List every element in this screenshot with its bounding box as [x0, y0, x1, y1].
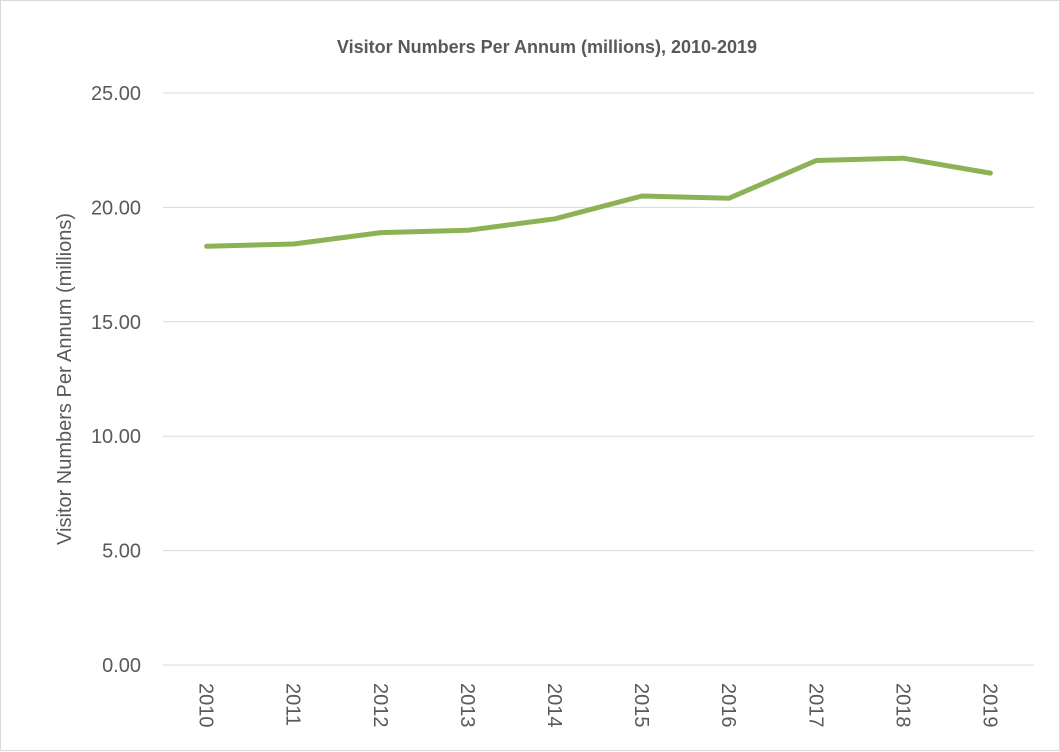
x-tick-label: 2010 — [195, 683, 217, 728]
x-axis-ticks: 2010 2011 2012 2013 2014 2015 2016 2017 2018 2019 — [195, 683, 1001, 728]
x-tick-label: 2011 — [282, 683, 304, 726]
x-tick-label: 2018 — [891, 683, 913, 728]
y-axis-title: Visitor Numbers Per Annum (millions) — [54, 213, 76, 545]
y-tick-label: 10.00 — [91, 426, 141, 448]
y-tick-label: 5.00 — [102, 541, 141, 563]
x-tick-label: 2017 — [804, 683, 826, 728]
y-tick-label: 0.00 — [102, 655, 141, 677]
y-tick-label: 20.00 — [91, 197, 141, 219]
x-tick-label: 2016 — [717, 683, 739, 728]
series-line — [204, 155, 993, 249]
x-tick-label: 2019 — [978, 683, 1000, 728]
y-tick-label: 15.00 — [91, 312, 141, 334]
chart-title: Visitor Numbers Per Annum (millions), 20… — [337, 37, 757, 57]
x-tick-label: 2013 — [456, 683, 478, 728]
x-tick-label: 2014 — [543, 683, 565, 728]
series-lines — [204, 155, 993, 249]
y-axis-ticks: 0.00 5.00 10.00 15.00 20.00 25.00 — [91, 83, 141, 677]
gridlines — [163, 92, 1034, 666]
y-tick-label: 25.00 — [91, 83, 141, 105]
x-tick-label: 2012 — [369, 683, 391, 728]
x-tick-label: 2015 — [630, 683, 652, 728]
